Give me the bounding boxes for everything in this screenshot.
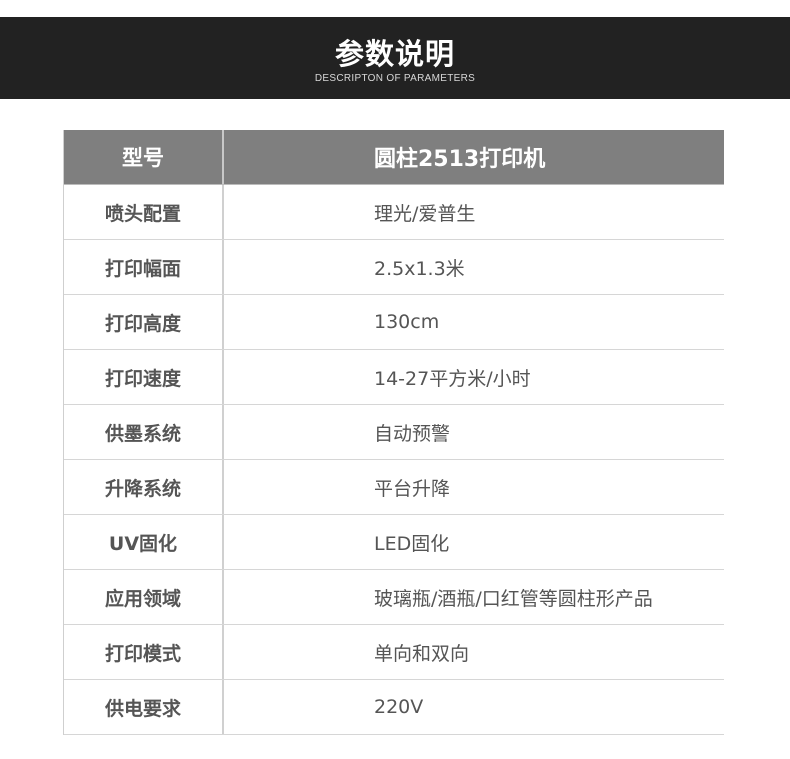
page-title: 参数说明 xyxy=(334,37,455,71)
row-key: 打印幅面 xyxy=(64,240,224,294)
row-key: 供墨系统 xyxy=(64,405,224,459)
table-row: 打印幅面 2.5x1.3米 xyxy=(64,240,724,295)
row-key: 打印模式 xyxy=(64,625,224,679)
row-value: 单向和双向 xyxy=(374,642,470,665)
table-row: 供电要求 220V xyxy=(64,680,724,735)
row-value: 理光/爱普生 xyxy=(374,202,476,225)
row-key: 喷头配置 xyxy=(64,185,224,239)
table-row: 打印速度 14-27平方米/小时 xyxy=(64,350,724,405)
row-value: 玻璃瓶/酒瓶/口红管等圆柱形产品 xyxy=(374,587,653,610)
page-subtitle: DESCRIPTON OF PARAMETERS xyxy=(314,73,476,84)
row-key: 升降系统 xyxy=(64,460,224,514)
row-key: 应用领域 xyxy=(64,570,224,624)
header-key: 型号 xyxy=(64,130,224,184)
row-value: 2.5x1.3米 xyxy=(374,257,465,280)
table-row: 升降系统 平台升降 xyxy=(64,460,724,515)
parameter-table: 型号 圆柱2513打印机 喷头配置 理光/爱普生打印幅面 2.5x1.3米打印高度 1… xyxy=(63,130,724,735)
row-value: 14-27平方米/小时 xyxy=(374,367,531,390)
row-value: 220V xyxy=(374,696,424,718)
row-key: 供电要求 xyxy=(64,680,224,734)
row-value: 平台升降 xyxy=(374,477,451,500)
table-row: UV固化 LED固化 xyxy=(64,515,724,570)
table-row: 喷头配置 理光/爱普生 xyxy=(64,185,724,240)
table-row: 打印模式 单向和双向 xyxy=(64,625,724,680)
table-row: 应用领域 玻璃瓶/酒瓶/口红管等圆柱形产品 xyxy=(64,570,724,625)
row-value: LED固化 xyxy=(374,532,450,555)
table-header-row: 型号 圆柱2513打印机 xyxy=(64,130,724,185)
header-banner: 参数说明 DESCRIPTON OF PARAMETERS xyxy=(0,17,790,99)
row-key: UV固化 xyxy=(64,515,224,569)
header-value: 圆柱2513打印机 xyxy=(374,147,546,172)
row-value: 130cm xyxy=(374,311,440,333)
table-row: 打印高度 130cm xyxy=(64,295,724,350)
row-value: 自动预警 xyxy=(374,422,451,445)
row-key: 打印速度 xyxy=(64,350,224,404)
row-key: 打印高度 xyxy=(64,295,224,349)
table-row: 供墨系统 自动预警 xyxy=(64,405,724,460)
